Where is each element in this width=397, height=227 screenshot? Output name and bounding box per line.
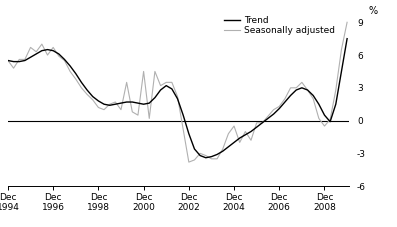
Seasonally adjusted [124,81,129,84]
Y-axis label: %: % [369,6,378,16]
Seasonally adjusted [73,78,78,80]
Trend [6,59,10,62]
Trend [73,72,78,75]
Trend [305,89,310,91]
Line: Trend: Trend [8,39,347,158]
Trend [124,101,129,103]
Trend [203,156,208,159]
Seasonally adjusted [305,89,310,91]
Line: Seasonally adjusted: Seasonally adjusted [8,22,347,162]
Trend [85,89,89,91]
Trend [187,132,191,135]
Legend: Trend, Seasonally adjusted: Trend, Seasonally adjusted [224,16,335,35]
Seasonally adjusted [345,21,349,24]
Trend [345,37,349,40]
Seasonally adjusted [192,158,197,161]
Seasonally adjusted [215,158,220,160]
Seasonally adjusted [6,59,10,62]
Seasonally adjusted [187,161,191,163]
Trend [215,153,220,156]
Seasonally adjusted [85,93,89,96]
